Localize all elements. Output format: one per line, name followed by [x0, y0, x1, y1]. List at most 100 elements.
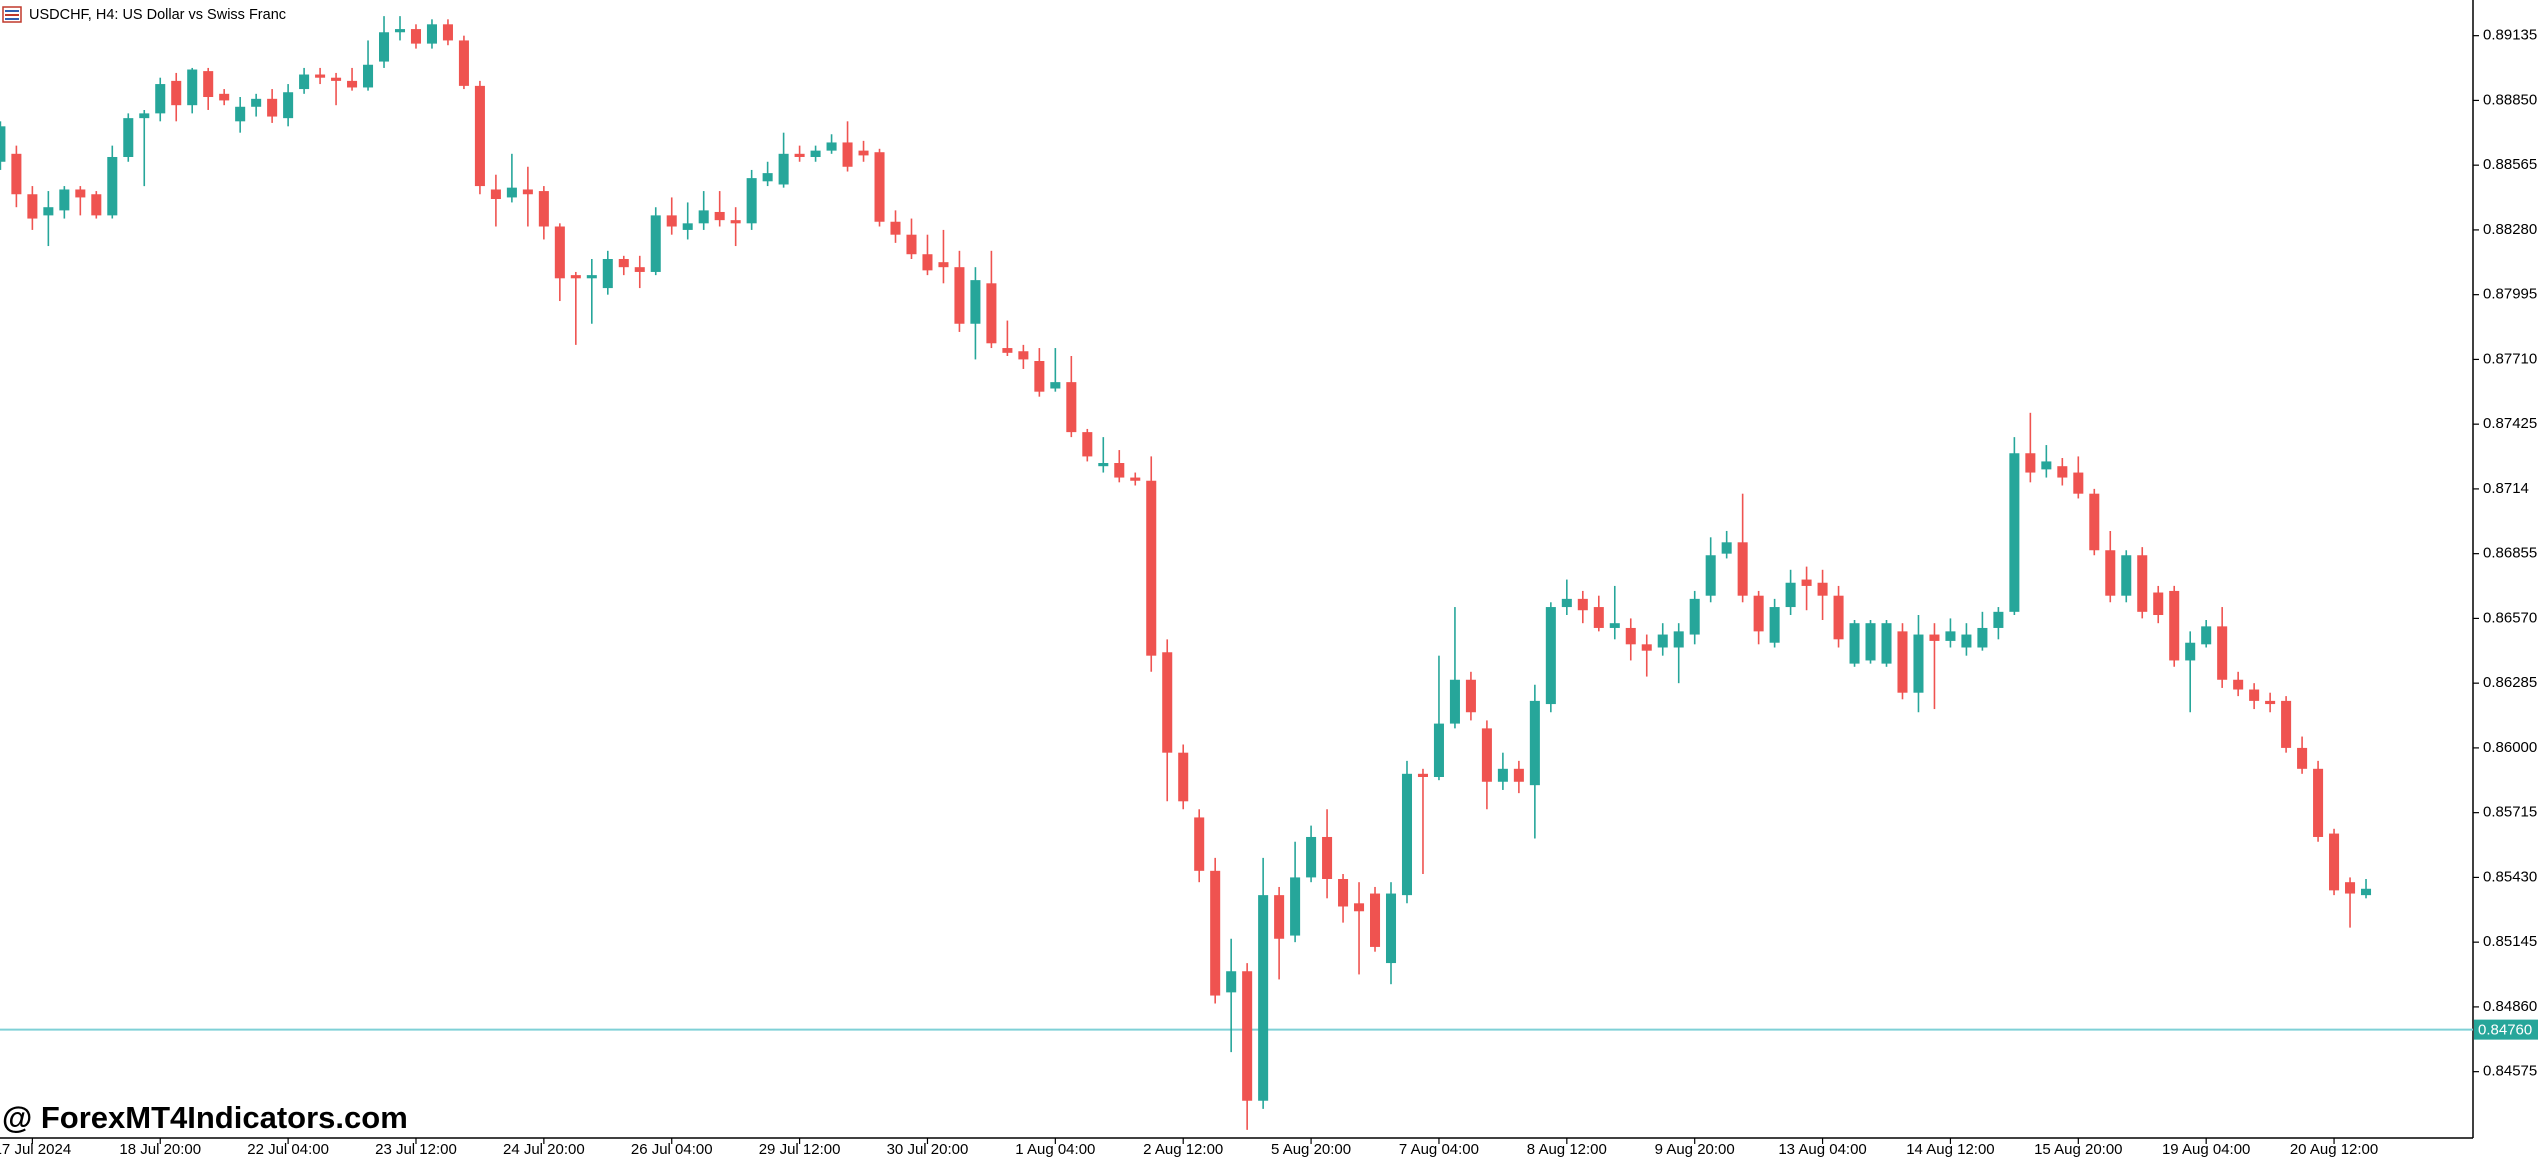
- candle-body: [11, 153, 22, 195]
- candle-body: [2249, 689, 2260, 701]
- candle-body: [794, 153, 805, 157]
- candle-body: [1625, 627, 1636, 645]
- candle-body: [1897, 631, 1908, 693]
- candle-body: [1961, 634, 1972, 648]
- candle-body: [506, 187, 517, 198]
- y-tick-label: 0.88280: [2483, 221, 2537, 238]
- y-tick-label: 0.8714: [2483, 480, 2529, 497]
- candle-body: [1338, 879, 1349, 907]
- x-tick-label: 18 Jul 20:00: [119, 1141, 201, 1158]
- x-tick-label: 26 Jul 04:00: [631, 1141, 713, 1158]
- candle-body: [586, 275, 597, 279]
- candle-body: [75, 189, 86, 198]
- candle-body: [1385, 893, 1397, 964]
- candle-body: [1290, 877, 1301, 936]
- x-tick-label: 13 Aug 04:00: [1778, 1141, 1866, 1158]
- candle-body: [730, 220, 741, 224]
- candle-body: [203, 71, 214, 98]
- candle-body: [107, 156, 118, 216]
- candle-body: [634, 267, 645, 272]
- candle-body: [2041, 461, 2052, 470]
- x-tick-label: 17 Jul 2024: [0, 1141, 71, 1158]
- x-tick-label: 20 Aug 12:00: [2290, 1141, 2378, 1158]
- x-tick-label: 24 Jul 20:00: [503, 1141, 585, 1158]
- y-tick-label: 0.88565: [2483, 156, 2537, 173]
- candle-body: [1066, 382, 1077, 433]
- candle-body: [2345, 882, 2356, 894]
- candle-body: [27, 194, 38, 219]
- candle-body: [2313, 768, 2324, 837]
- candle-body: [410, 29, 422, 44]
- candle-body: [2025, 453, 2036, 473]
- candle-body: [1865, 623, 1876, 661]
- candle-body: [1258, 895, 1269, 1101]
- candle-body: [171, 80, 182, 106]
- candle-body: [1833, 595, 1844, 640]
- candle-body: [43, 207, 54, 216]
- candle-body: [1593, 607, 1604, 628]
- watermark: @ ForexMT4Indicators.com: [2, 1100, 408, 1135]
- candle-body: [938, 262, 949, 268]
- candle-body: [0, 126, 6, 162]
- candle-body: [762, 173, 773, 182]
- y-tick-label: 0.87995: [2483, 286, 2537, 303]
- candle-body: [906, 234, 917, 255]
- y-tick-label: 0.86570: [2483, 609, 2537, 626]
- candle-body: [2105, 550, 2116, 596]
- candle-body: [810, 150, 821, 157]
- candle-body: [1082, 432, 1093, 457]
- candle-body: [123, 118, 134, 157]
- candle-body: [2185, 642, 2196, 661]
- candle-body: [474, 85, 485, 187]
- candle-body: [2121, 555, 2132, 596]
- x-tick-label: 22 Jul 04:00: [247, 1141, 329, 1158]
- x-tick-label: 15 Aug 20:00: [2034, 1141, 2122, 1158]
- candle-body: [442, 24, 453, 41]
- candle-body: [2201, 626, 2212, 645]
- candle-body: [1913, 634, 1924, 693]
- candle-body: [1130, 477, 1141, 481]
- candle-body: [1945, 631, 1956, 641]
- y-tick-label: 0.87710: [2483, 350, 2537, 367]
- candle-body: [1178, 752, 1189, 802]
- candle-body: [602, 258, 613, 289]
- x-tick-label: 9 Aug 20:00: [1655, 1141, 1735, 1158]
- candle-body: [1641, 644, 1652, 651]
- candle-body: [1657, 634, 1668, 648]
- candle-body: [1977, 627, 1988, 648]
- candle-body: [554, 226, 565, 279]
- symbol-icon: [2, 6, 22, 23]
- candle-body: [1929, 634, 1940, 641]
- candle-body: [490, 189, 501, 200]
- candle-body: [1881, 623, 1892, 664]
- candle-body: [187, 69, 198, 106]
- candle-body: [283, 92, 294, 119]
- candle-body: [1721, 542, 1732, 554]
- candle-body: [251, 98, 262, 107]
- candle-body: [1769, 607, 1780, 643]
- candle-body: [2169, 590, 2180, 661]
- candle-body: [2297, 747, 2308, 769]
- candle-body: [826, 142, 837, 151]
- candle-body: [1481, 728, 1492, 782]
- candle-body: [1817, 582, 1828, 596]
- candle-body: [1194, 817, 1205, 871]
- candle-body: [2089, 493, 2100, 551]
- candle-body: [650, 215, 661, 272]
- candle-body: [1785, 582, 1796, 608]
- candle-body: [522, 189, 533, 195]
- candle-body: [299, 74, 310, 90]
- candle-body: [1449, 679, 1460, 724]
- candle-body: [890, 221, 901, 235]
- candle-body: [1146, 480, 1157, 656]
- candle-body: [2265, 700, 2276, 705]
- y-tick-label: 0.84860: [2483, 998, 2537, 1015]
- candle-body: [1465, 679, 1476, 713]
- candle-body: [2281, 700, 2292, 748]
- candle-body: [986, 283, 997, 344]
- candle-body: [267, 98, 278, 117]
- candle-body: [91, 194, 102, 216]
- candle-body: [970, 280, 981, 324]
- y-tick-label: 0.86855: [2483, 545, 2537, 562]
- candle-body: [235, 106, 246, 122]
